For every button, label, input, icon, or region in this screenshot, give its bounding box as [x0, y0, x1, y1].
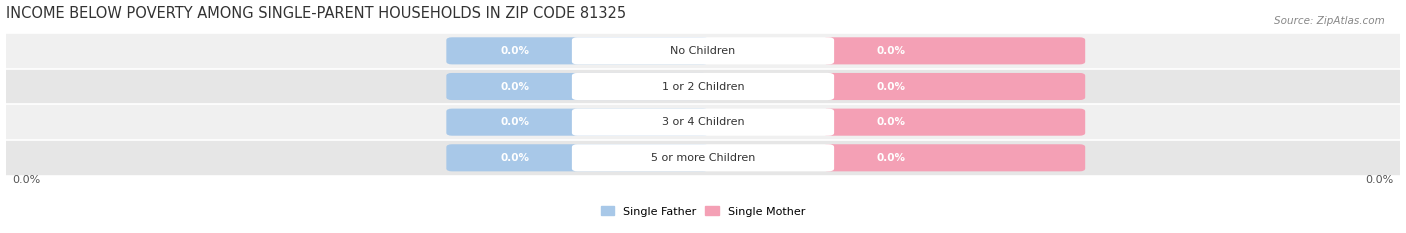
- Text: 0.0%: 0.0%: [877, 46, 905, 56]
- Text: 0.0%: 0.0%: [501, 82, 529, 92]
- FancyBboxPatch shape: [446, 109, 709, 136]
- Text: 0.0%: 0.0%: [1365, 175, 1393, 185]
- Text: 3 or 4 Children: 3 or 4 Children: [662, 117, 744, 127]
- Text: INCOME BELOW POVERTY AMONG SINGLE-PARENT HOUSEHOLDS IN ZIP CODE 81325: INCOME BELOW POVERTY AMONG SINGLE-PARENT…: [6, 6, 626, 21]
- FancyBboxPatch shape: [446, 73, 709, 100]
- Text: No Children: No Children: [671, 46, 735, 56]
- Text: 0.0%: 0.0%: [877, 117, 905, 127]
- FancyBboxPatch shape: [823, 109, 1085, 136]
- Bar: [6, 140, 1400, 176]
- Text: 0.0%: 0.0%: [501, 117, 529, 127]
- Text: Source: ZipAtlas.com: Source: ZipAtlas.com: [1274, 16, 1385, 26]
- FancyBboxPatch shape: [572, 73, 834, 100]
- Text: 0.0%: 0.0%: [501, 46, 529, 56]
- Text: 0.0%: 0.0%: [13, 175, 41, 185]
- Text: 0.0%: 0.0%: [501, 153, 529, 163]
- FancyBboxPatch shape: [823, 37, 1085, 64]
- Text: 5 or more Children: 5 or more Children: [651, 153, 755, 163]
- FancyBboxPatch shape: [823, 144, 1085, 171]
- FancyBboxPatch shape: [446, 144, 709, 171]
- Bar: [6, 33, 1400, 69]
- Text: 0.0%: 0.0%: [877, 82, 905, 92]
- Text: 1 or 2 Children: 1 or 2 Children: [662, 82, 744, 92]
- FancyBboxPatch shape: [572, 37, 834, 64]
- FancyBboxPatch shape: [823, 73, 1085, 100]
- FancyBboxPatch shape: [572, 144, 834, 171]
- Legend: Single Father, Single Mother: Single Father, Single Mother: [596, 202, 810, 221]
- FancyBboxPatch shape: [446, 37, 709, 64]
- Bar: [6, 104, 1400, 140]
- Bar: [6, 69, 1400, 104]
- Text: 0.0%: 0.0%: [877, 153, 905, 163]
- FancyBboxPatch shape: [572, 109, 834, 136]
